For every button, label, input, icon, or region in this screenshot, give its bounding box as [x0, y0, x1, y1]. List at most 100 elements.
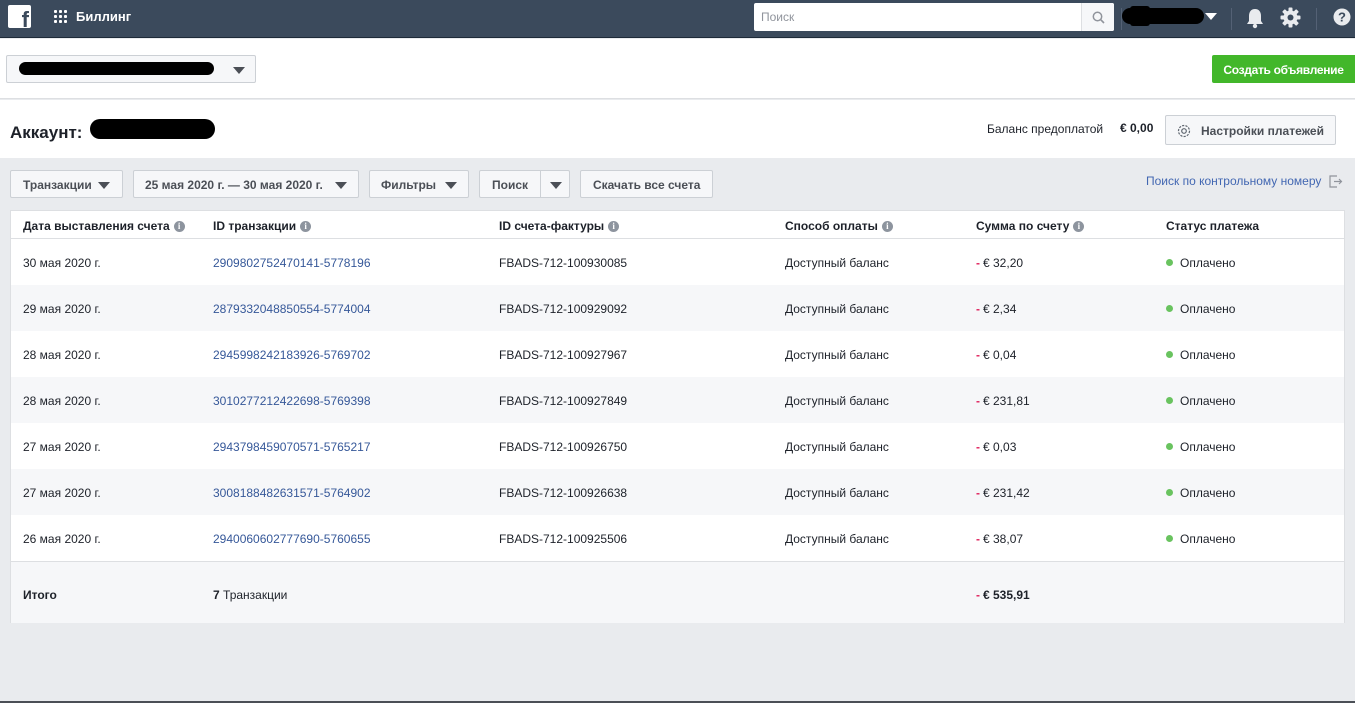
app-title[interactable]: Биллинг: [76, 9, 132, 24]
info-icon[interactable]: i: [173, 221, 185, 232]
info-icon[interactable]: i: [608, 221, 620, 232]
account-selector-bar: Создать объявление: [0, 39, 1355, 99]
date-range-picker[interactable]: 25 мая 2020 г. — 30 мая 2020 г.: [133, 170, 359, 198]
payment-method: Доступный баланс: [785, 256, 889, 270]
filters-dropdown[interactable]: Фильтры: [369, 170, 469, 198]
table-row: 27 мая 2020 г. 3008188482631571-5764902 …: [11, 469, 1344, 515]
column-header-status[interactable]: Статус платежа: [1166, 219, 1260, 233]
status-label: Оплачено: [1180, 256, 1236, 270]
table-footer-total: Итого 7 Транзакции - € 535,91: [11, 561, 1344, 623]
table-row: 29 мая 2020 г. 2879332048850554-5774004 …: [11, 285, 1344, 331]
status-dot-icon: [1166, 443, 1173, 450]
info-icon[interactable]: i: [881, 221, 893, 232]
bell-icon[interactable]: [1245, 7, 1265, 29]
prepaid-balance-label: Баланс предоплатой: [987, 122, 1104, 136]
chevron-down-icon[interactable]: [1205, 13, 1217, 20]
ad-account-select[interactable]: [6, 55, 256, 83]
info-icon[interactable]: i: [300, 221, 312, 232]
row-amount: - € 0,03: [976, 440, 1016, 454]
chevron-down-icon: [98, 182, 110, 189]
status-label: Оплачено: [1180, 302, 1236, 316]
row-date: 29 мая 2020 г.: [23, 302, 101, 316]
control-number-search-link[interactable]: Поиск по контрольному номеру: [1146, 174, 1322, 188]
column-header-payment-method[interactable]: Способ оплаты i: [785, 219, 893, 233]
transaction-id-link[interactable]: 2945998242183926-5769702: [213, 348, 371, 362]
amount-value: € 0,03: [983, 440, 1017, 454]
row-amount: - € 231,81: [976, 394, 1030, 408]
payment-settings-button[interactable]: Настройки платежей: [1165, 115, 1336, 145]
payment-status: Оплачено: [1166, 440, 1235, 454]
redacted-account-id: [19, 62, 214, 75]
column-header-amount[interactable]: Сумма по счету i: [976, 219, 1085, 233]
account-switcher[interactable]: [1122, 6, 1222, 28]
search-split-button: Поиск: [479, 170, 570, 198]
column-header-invoice-id[interactable]: ID счета-фактуры i: [499, 219, 620, 233]
download-invoices-button[interactable]: Скачать все счета: [580, 170, 713, 198]
amount-value: € 0,04: [983, 348, 1017, 362]
top-navigation-bar: f Биллинг: [0, 0, 1355, 38]
info-icon[interactable]: i: [1073, 221, 1085, 232]
total-count: 7 Транзакции: [213, 588, 287, 602]
transactions-dropdown[interactable]: Транзакции: [10, 170, 123, 198]
transaction-id-link[interactable]: 3010277212422698-5769398: [213, 394, 371, 408]
divider: [1231, 8, 1232, 30]
status-label: Оплачено: [1180, 486, 1236, 500]
column-header-transaction-id[interactable]: ID транзакции i: [213, 219, 312, 233]
status-dot-icon: [1166, 489, 1173, 496]
transaction-id-link[interactable]: 2909802752470141-5778196: [213, 256, 371, 270]
minus-sign: -: [976, 440, 980, 454]
search-button[interactable]: [1081, 3, 1114, 31]
payment-method: Доступный баланс: [785, 486, 889, 500]
row-amount: - € 0,04: [976, 348, 1016, 362]
status-dot-icon: [1166, 397, 1173, 404]
create-ad-button[interactable]: Создать объявление: [1212, 55, 1355, 83]
column-header-date[interactable]: Дата выставления счета i: [23, 219, 185, 233]
minus-sign: -: [976, 532, 980, 546]
gear-icon[interactable]: [1280, 7, 1301, 28]
transaction-id-link[interactable]: 2879332048850554-5774004: [213, 302, 371, 316]
payment-status: Оплачено: [1166, 256, 1235, 270]
total-count-label: Транзакции: [223, 588, 288, 602]
column-header-label: ID счета-фактуры: [499, 219, 605, 233]
invoice-id: FBADS-712-100926638: [499, 486, 628, 500]
facebook-logo-icon[interactable]: f: [8, 5, 31, 31]
apps-grid-icon[interactable]: [54, 10, 68, 24]
invoice-id: FBADS-712-100925506: [499, 532, 628, 546]
amount-value: € 231,42: [983, 486, 1030, 500]
invoice-id: FBADS-712-100929092: [499, 302, 628, 316]
invoice-id: FBADS-712-100930085: [499, 256, 628, 270]
chevron-down-icon: [445, 182, 457, 189]
minus-sign: -: [976, 588, 980, 602]
minus-sign: -: [976, 486, 980, 500]
status-label: Оплачено: [1180, 532, 1236, 546]
column-header-label: Способ оплаты: [785, 219, 878, 233]
transaction-id-link[interactable]: 2940060602777690-5760655: [213, 532, 371, 546]
total-count-value: 7: [213, 588, 220, 602]
table-row: 26 мая 2020 г. 2940060602777690-5760655 …: [11, 515, 1344, 561]
payment-method: Доступный баланс: [785, 348, 889, 362]
invoice-id: FBADS-712-100926750: [499, 440, 628, 454]
payment-status: Оплачено: [1166, 302, 1235, 316]
row-date: 28 мая 2020 г.: [23, 394, 101, 408]
search-button-label[interactable]: Поиск: [492, 178, 529, 192]
transaction-id-link[interactable]: 2943798459070571-5765217: [213, 440, 371, 454]
amount-value: € 231,81: [983, 394, 1030, 408]
table-row: 28 мая 2020 г. 2945998242183926-5769702 …: [11, 331, 1344, 377]
chevron-down-icon[interactable]: [550, 182, 562, 189]
transaction-id-link[interactable]: 3008188482631571-5764902: [213, 486, 371, 500]
row-date: 27 мая 2020 г.: [23, 440, 101, 454]
chevron-down-icon: [233, 67, 245, 74]
divider: [1121, 8, 1122, 30]
status-dot-icon: [1166, 535, 1173, 542]
invoice-id: FBADS-712-100927849: [499, 394, 628, 408]
export-icon[interactable]: [1329, 175, 1343, 188]
minus-sign: -: [976, 302, 980, 316]
status-dot-icon: [1166, 305, 1173, 312]
redacted-account-name: [90, 119, 215, 139]
help-icon[interactable]: ?: [1333, 7, 1351, 27]
search-input[interactable]: [754, 3, 1081, 31]
amount-value: € 38,07: [983, 532, 1024, 546]
account-header: Аккаунт: Баланс предоплатой € 0,00 Настр…: [0, 100, 1355, 158]
table-row: 27 мая 2020 г. 2943798459070571-5765217 …: [11, 423, 1344, 469]
payment-method: Доступный баланс: [785, 302, 889, 316]
